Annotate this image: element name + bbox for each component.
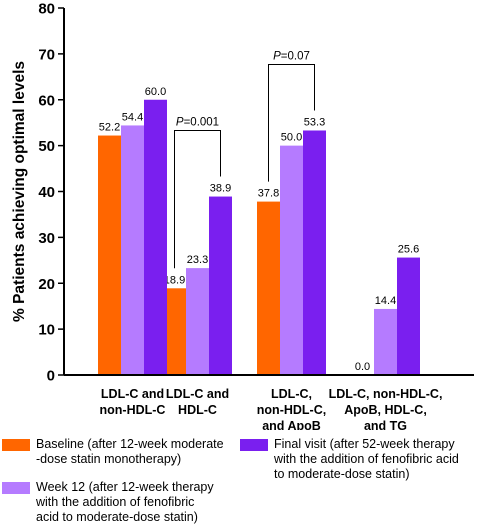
bar-value-label: 25.6 (398, 244, 419, 256)
y-tick-label: 70 (38, 46, 55, 63)
x-tick-label: non-HDL-C (100, 403, 166, 417)
bar (144, 99, 167, 375)
bar-value-label: 54.4 (122, 111, 143, 123)
bar (209, 196, 232, 375)
bar-chart: 0 10 20 30 40 50 60 70 80 % Patients achieving op… (11, 1, 474, 430)
y-tick-label: 0 (47, 368, 55, 385)
significance-bracket (174, 130, 221, 269)
bar (257, 201, 280, 375)
legend-label-final-visit: Final visit (after 52-week therapy with … (274, 437, 459, 481)
bar (280, 145, 303, 375)
bar-value-label: 0.0 (355, 361, 370, 373)
x-tick-label: HDL-C (178, 403, 217, 417)
y-tick-label: 40 (38, 184, 55, 201)
y-tick-label: 80 (38, 1, 55, 18)
bar (303, 130, 326, 375)
significance-label: P=0.07 (273, 50, 310, 62)
bar (186, 268, 209, 375)
bar (163, 288, 186, 375)
x-tick-label: ApoB, HDL-C, (344, 403, 427, 417)
x-tick-label: and ApoB (262, 419, 321, 430)
bar-value-label: 52.2 (99, 122, 120, 134)
bar-value-label: 23.3 (187, 254, 208, 266)
y-axis-label: % Patients achieving optimal levels (11, 61, 28, 322)
significance-bracket (268, 63, 315, 182)
bar-value-label: 37.8 (258, 188, 279, 200)
legend-label-week-12: Week 12 (after 12-week therapy with the … (36, 480, 214, 524)
legend-label-baseline: Baseline (after 12-week moderate -dose s… (36, 437, 224, 466)
x-tick-label: LDL-C and (101, 387, 164, 401)
bar (397, 257, 420, 375)
bar (374, 308, 397, 375)
legend-swatch-baseline (2, 439, 30, 451)
legend-swatch-week-12 (2, 482, 30, 494)
legend-swatch-final-visit (240, 439, 268, 451)
bar-value-label: 18.9 (164, 274, 185, 286)
y-tick-label: 60 (38, 92, 55, 109)
y-tick-label: 20 (38, 276, 55, 293)
y-tick-label: 30 (38, 230, 55, 247)
significance-label: P=0.001 (176, 117, 219, 129)
bar-value-label: 14.4 (375, 295, 396, 307)
y-tick-label: 10 (38, 322, 55, 339)
bar-value-label: 50.0 (281, 132, 302, 144)
x-tick-label: LDL-C, (271, 387, 312, 401)
bar-value-label: 53.3 (304, 116, 325, 128)
bar (98, 135, 121, 375)
x-tick-label: and TG (364, 419, 407, 430)
bar-value-label: 38.9 (210, 183, 231, 195)
x-tick-label: LDL-C and (166, 387, 229, 401)
bar-value-label: 60.0 (145, 86, 166, 98)
bar (121, 125, 144, 375)
y-tick-label: 50 (38, 138, 55, 155)
x-tick-label: LDL-C, non-HDL-C, (329, 387, 443, 401)
x-tick-label: non-HDL-C, (257, 403, 326, 417)
